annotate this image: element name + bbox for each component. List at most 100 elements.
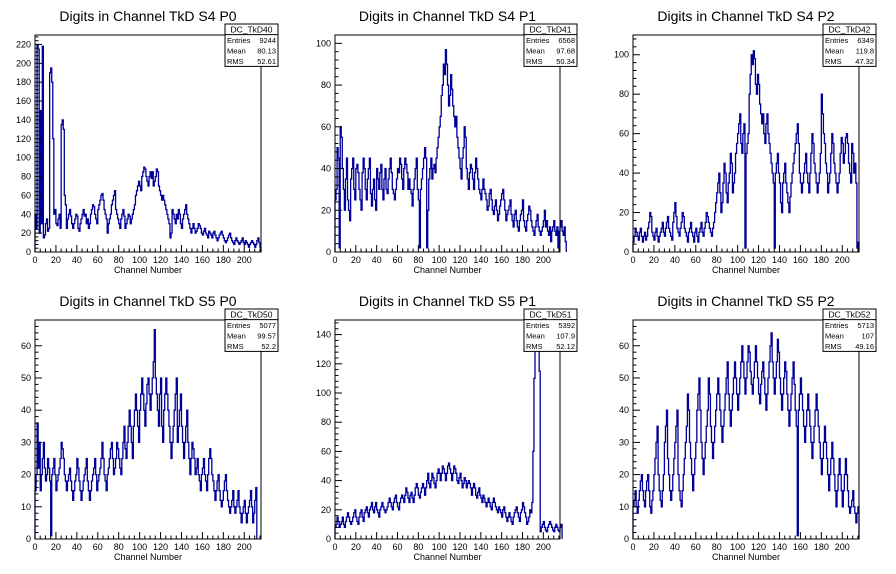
y-tick-label: 180 xyxy=(16,77,31,87)
x-tick-label: 40 xyxy=(72,255,82,265)
x-tick-label: 120 xyxy=(751,542,766,552)
x-tick-label: 120 xyxy=(452,542,467,552)
stats-mean-label: Mean xyxy=(825,46,844,55)
x-tick-label: 160 xyxy=(195,255,210,265)
x-tick-label: 200 xyxy=(237,542,252,552)
stats-entries-value: 6349 xyxy=(857,36,874,45)
x-tick-label: 20 xyxy=(351,542,361,552)
x-axis-label: Channel Number xyxy=(114,552,182,562)
y-tick-label: 160 xyxy=(16,96,31,106)
x-tick-label: 100 xyxy=(432,542,447,552)
stats-box-frame xyxy=(523,23,578,67)
chart-title: Digits in Channel TkD S5 P2 xyxy=(657,293,834,309)
stats-rms-label: RMS xyxy=(526,57,543,66)
y-tick-label: 20 xyxy=(619,470,629,480)
x-tick-label: 40 xyxy=(670,542,680,552)
stats-mean-value: 99.57 xyxy=(257,331,276,340)
y-tick-label: 10 xyxy=(619,502,629,512)
x-tick-label: 180 xyxy=(515,255,530,265)
x-tick-label: 40 xyxy=(372,255,382,265)
plot-frame xyxy=(34,319,262,540)
histogram-series-line xyxy=(34,43,262,252)
y-tick-label: 100 xyxy=(316,38,331,48)
y-tick-label: 40 xyxy=(619,168,629,178)
x-axis-label: Channel Number xyxy=(712,265,780,275)
stats-rms-label: RMS xyxy=(227,57,244,66)
histogram-panel-6: Digits in Channel TkD S5 P20 20 40 60 80 100 1… xyxy=(619,293,877,562)
y-tick-label: 100 xyxy=(16,153,31,163)
x-axis-label: Channel Number xyxy=(114,265,182,275)
stats-box: DC_TkD40 Entries 9244 Mean 80.13 RMS 52.61 xyxy=(224,23,279,67)
stats-rms-value: 52.61 xyxy=(257,57,276,66)
histogram-panel-2: Digits in Channel TkD S4 P1 0 20 40 60 80 100 1… xyxy=(316,8,578,275)
y-tick-label: 0 xyxy=(326,247,331,257)
stats-histogram-name: DC_TkD51 xyxy=(529,309,571,319)
x-tick-label: 100 xyxy=(432,255,447,265)
y-tick-label: 140 xyxy=(16,115,31,125)
plot-frame xyxy=(632,34,860,253)
x-tick-label: 20 xyxy=(51,255,61,265)
x-axis-label: Channel Number xyxy=(712,552,780,562)
chart-title: Digits in Channel TkD S4 P1 xyxy=(359,8,536,24)
plot-frame xyxy=(334,319,561,540)
stats-rms-label: RMS xyxy=(526,342,543,351)
chart-title: Digits in Channel TkD S5 P1 xyxy=(359,293,536,309)
y-tick-label: 60 xyxy=(21,341,31,351)
histogram-series-line xyxy=(334,48,567,252)
y-tick-label: 220 xyxy=(16,39,31,49)
chart-title: Digits in Channel TkD S4 P2 xyxy=(657,8,834,24)
stats-entries-label: Entries xyxy=(825,36,849,45)
y-tick-label: 40 xyxy=(21,405,31,415)
x-tick-label: 120 xyxy=(153,255,168,265)
y-tick-label: 80 xyxy=(619,89,629,99)
stats-box-frame xyxy=(822,23,877,67)
stats-mean-value: 97.68 xyxy=(556,46,575,55)
y-tick-label: 80 xyxy=(21,172,31,182)
histogram-panel-4: Digits in Channel TkD S5 P00 20 40 60 80 100 1… xyxy=(21,293,279,562)
y-tick-label: 40 xyxy=(321,164,331,174)
y-tick-label: 140 xyxy=(316,330,331,340)
y-tick-label: 10 xyxy=(21,502,31,512)
stats-mean-label: Mean xyxy=(526,46,545,55)
x-tick-label: 140 xyxy=(772,255,787,265)
x-tick-label: 180 xyxy=(814,255,829,265)
stats-entries-label: Entries xyxy=(227,321,251,330)
x-tick-label: 120 xyxy=(452,255,467,265)
histogram-panel-5: Digits in Channel TkD S5 P1 0 20 40 60 80 100 1… xyxy=(316,293,578,562)
y-tick-label: 20 xyxy=(21,470,31,480)
y-tick-label: 0 xyxy=(26,247,31,257)
x-axis-label: Channel Number xyxy=(413,552,481,562)
x-tick-label: 100 xyxy=(132,542,147,552)
chart-title: Digits in Channel TkD S4 P0 xyxy=(59,8,236,24)
y-tick-label: 40 xyxy=(21,209,31,219)
x-tick-label: 140 xyxy=(473,255,488,265)
y-tick-label: 0 xyxy=(624,247,629,257)
x-tick-label: 140 xyxy=(473,542,488,552)
x-tick-label: 200 xyxy=(536,255,551,265)
y-tick-label: 0 xyxy=(326,534,331,544)
x-tick-label: 180 xyxy=(515,542,530,552)
stats-box: DC_TkD52 Entries 5713 Mean 107 RMS 49.16 xyxy=(822,308,877,352)
x-tick-label: 0 xyxy=(630,255,635,265)
histogram-series-line xyxy=(632,50,860,252)
stats-rms-value: 52.12 xyxy=(556,342,575,351)
x-tick-label: 40 xyxy=(670,255,680,265)
x-tick-label: 40 xyxy=(372,542,382,552)
histogram-series-line xyxy=(34,329,258,539)
stats-box: DC_TkD50 Entries 5077 Mean 99.57 RMS 52.2 xyxy=(224,308,279,352)
x-tick-label: 140 xyxy=(174,542,189,552)
stats-box-frame xyxy=(224,308,279,352)
stats-entries-value: 6568 xyxy=(558,36,575,45)
x-tick-label: 40 xyxy=(72,542,82,552)
stats-histogram-name: DC_TkD52 xyxy=(828,309,870,319)
stats-rms-label: RMS xyxy=(227,342,244,351)
stats-histogram-name: DC_TkD42 xyxy=(828,24,870,34)
stats-rms-label: RMS xyxy=(825,57,842,66)
x-tick-label: 180 xyxy=(216,542,231,552)
stats-mean-label: Mean xyxy=(526,331,545,340)
x-tick-label: 80 xyxy=(413,255,423,265)
y-tick-label: 120 xyxy=(16,134,31,144)
y-tick-label: 60 xyxy=(619,129,629,139)
x-tick-label: 140 xyxy=(772,542,787,552)
